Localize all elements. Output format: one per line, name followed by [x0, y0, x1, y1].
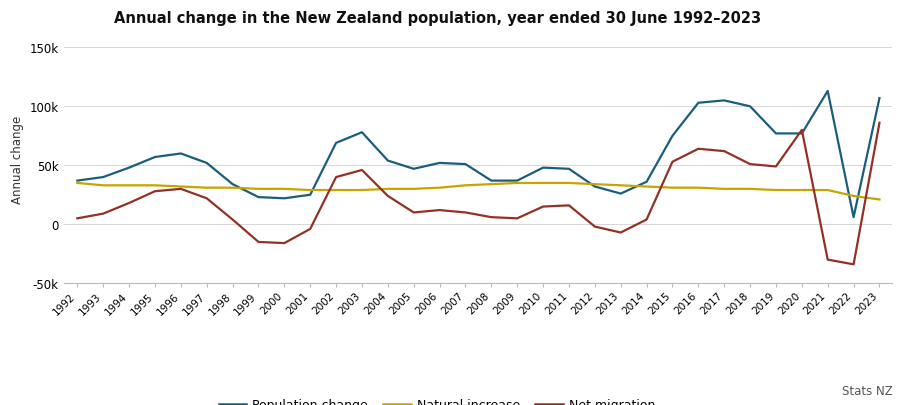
Text: Annual change in the New Zealand population, year ended 30 June 1992–2023: Annual change in the New Zealand populat…: [114, 11, 760, 26]
Text: Stats NZ: Stats NZ: [841, 384, 891, 397]
Legend: Population change, Natural increase, Net migration: Population change, Natural increase, Net…: [213, 394, 660, 405]
Y-axis label: Annual change: Annual change: [11, 116, 24, 204]
